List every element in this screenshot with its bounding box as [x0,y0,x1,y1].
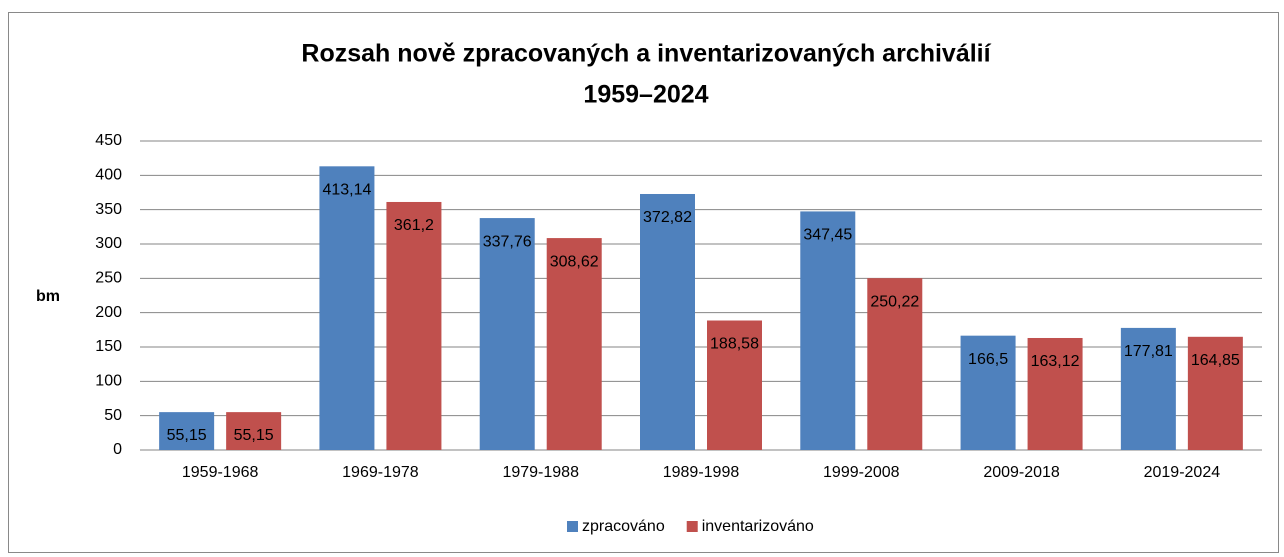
x-tick-label: 1969-1978 [342,464,419,481]
chart-title: Rozsah nově zpracovaných a inventarizova… [301,40,991,68]
x-tick-label: 1999-2008 [823,464,900,481]
bar [226,412,282,450]
y-tick-label: 300 [95,235,122,252]
bar [1027,337,1083,450]
y-tick-label: 250 [95,270,122,287]
value-label: 164,85 [1191,352,1240,369]
value-label: 188,58 [710,336,759,353]
y-tick-label: 150 [95,338,122,355]
bar [159,412,215,450]
value-label: 166,5 [968,351,1008,368]
value-label: 177,81 [1124,343,1173,360]
y-tick-label: 50 [104,407,122,424]
bar [867,278,923,450]
bar [1187,336,1243,450]
legend-swatch [567,521,578,532]
value-label: 361,2 [394,217,434,234]
value-label: 347,45 [803,227,852,244]
bar [386,201,442,450]
value-label: 413,14 [322,182,371,199]
y-tick-label: 200 [95,304,122,321]
legend-label: zpracováno [582,518,665,535]
x-tick-label: 2009-2018 [983,464,1060,481]
value-label: 55,15 [234,427,274,444]
x-tick-label: 2019-2024 [1144,464,1221,481]
x-tick-label: 1979-1988 [502,464,579,481]
y-tick-label: 0 [113,441,122,458]
y-tick-label: 450 [95,132,122,149]
value-label: 250,22 [870,293,919,310]
legend-swatch [686,521,698,532]
y-tick-label: 400 [95,167,122,184]
value-label: 308,62 [550,253,599,270]
bar [640,193,695,450]
y-tick-label: 350 [95,201,122,218]
bar [1120,327,1176,450]
value-label: 372,82 [643,209,692,226]
bar [546,238,602,450]
bar [800,211,856,450]
bar [479,218,535,450]
value-label: 163,12 [1031,353,1080,370]
x-tick-label: 1989-1998 [663,464,740,481]
bar [319,166,375,450]
y-tick-label: 100 [95,373,122,390]
chart-subtitle: 1959–2024 [583,81,708,109]
y-axis-label: bm [36,288,60,305]
bar [960,335,1016,450]
x-tick-label: 1959-1968 [182,464,259,481]
value-label: 337,76 [483,233,532,250]
legend-label: inventarizováno [702,518,814,535]
value-label: 55,15 [167,427,207,444]
bar [707,320,762,450]
